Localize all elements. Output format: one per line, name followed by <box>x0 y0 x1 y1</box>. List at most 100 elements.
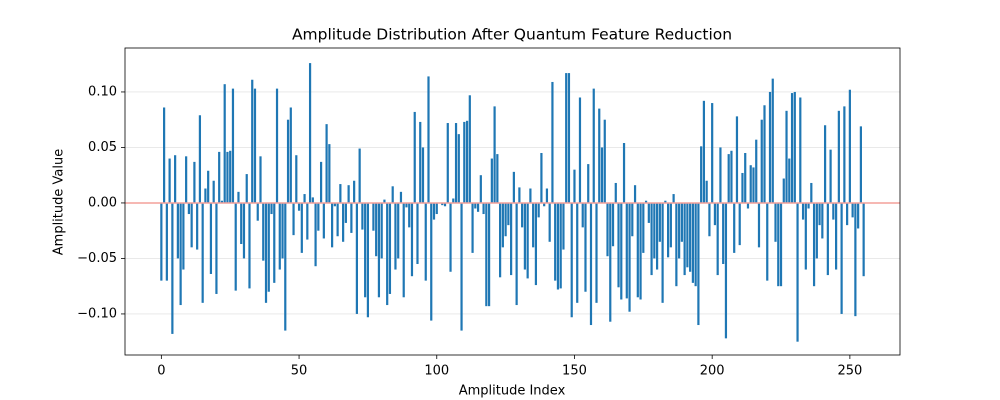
bar <box>548 202 551 242</box>
bar <box>826 202 829 276</box>
bar <box>226 151 229 203</box>
bar <box>355 202 358 314</box>
bar <box>174 155 177 203</box>
bar <box>424 202 427 281</box>
bar <box>405 202 408 208</box>
bar <box>339 184 342 203</box>
bar <box>799 97 802 203</box>
bar <box>633 185 637 203</box>
bar <box>785 110 788 203</box>
y-tick-label: 0.05 <box>88 140 117 155</box>
bar <box>273 202 276 283</box>
bar <box>518 187 521 203</box>
bar <box>487 202 491 307</box>
bar <box>768 91 772 203</box>
bar <box>801 202 805 220</box>
bar <box>777 202 780 287</box>
bar <box>647 202 650 223</box>
bar <box>788 158 791 203</box>
bar <box>609 202 612 322</box>
bar <box>578 97 582 203</box>
bar <box>463 121 466 203</box>
bar <box>259 156 262 203</box>
bar <box>471 202 474 253</box>
bar <box>179 202 182 306</box>
bar <box>402 202 405 298</box>
bar <box>738 202 741 246</box>
bar <box>639 202 642 300</box>
bar <box>554 202 557 281</box>
bar <box>391 186 394 203</box>
bar <box>454 123 458 203</box>
bar <box>270 202 273 215</box>
x-tick-label: 150 <box>562 364 587 379</box>
bar <box>790 93 794 203</box>
bar <box>292 202 295 236</box>
bar <box>675 202 678 287</box>
bar <box>493 106 496 203</box>
bar <box>474 202 477 209</box>
bar <box>818 202 821 226</box>
bar <box>837 110 840 203</box>
bar <box>264 202 268 303</box>
bar <box>490 158 493 203</box>
bar <box>631 202 634 237</box>
bar <box>377 202 381 298</box>
bar <box>746 202 750 209</box>
bar <box>380 202 383 259</box>
bar <box>507 202 510 226</box>
bar <box>793 91 796 203</box>
bar <box>375 202 378 257</box>
bar <box>702 100 706 203</box>
bar <box>598 108 601 203</box>
bar <box>364 202 367 298</box>
bar <box>452 198 455 203</box>
bar <box>413 111 416 203</box>
bar <box>537 202 540 218</box>
bar <box>664 200 667 203</box>
bar <box>408 202 411 228</box>
bar <box>713 202 717 226</box>
bar <box>556 202 560 290</box>
bar <box>482 202 485 215</box>
bar <box>432 202 436 220</box>
bar <box>460 202 463 331</box>
bar <box>697 202 700 326</box>
bar <box>840 202 843 314</box>
bar <box>658 202 661 242</box>
bar <box>711 103 714 203</box>
bar <box>168 158 171 203</box>
bar <box>812 202 816 287</box>
bar <box>650 202 653 276</box>
bar <box>603 119 606 203</box>
bar <box>642 202 645 253</box>
bar <box>523 202 526 270</box>
bar <box>644 200 648 203</box>
bar <box>595 202 598 303</box>
bar <box>771 78 774 203</box>
bar <box>229 150 232 203</box>
bar <box>829 149 832 203</box>
bar <box>823 125 827 203</box>
bar <box>766 202 769 281</box>
bar <box>592 88 595 203</box>
bar <box>262 202 265 261</box>
bar <box>625 202 628 299</box>
bar <box>562 202 565 250</box>
bar <box>782 178 785 203</box>
bar <box>256 202 259 221</box>
bar <box>722 202 725 264</box>
bar <box>190 202 193 248</box>
bar <box>427 76 430 203</box>
bar <box>628 202 631 312</box>
y-axis-label: Amplitude Value <box>52 149 67 255</box>
bar <box>700 146 703 203</box>
bar <box>669 202 672 248</box>
bar <box>683 202 686 276</box>
bar <box>336 202 339 237</box>
bar <box>322 202 325 239</box>
bar <box>499 202 502 278</box>
bar <box>319 161 323 203</box>
bar <box>862 202 865 277</box>
